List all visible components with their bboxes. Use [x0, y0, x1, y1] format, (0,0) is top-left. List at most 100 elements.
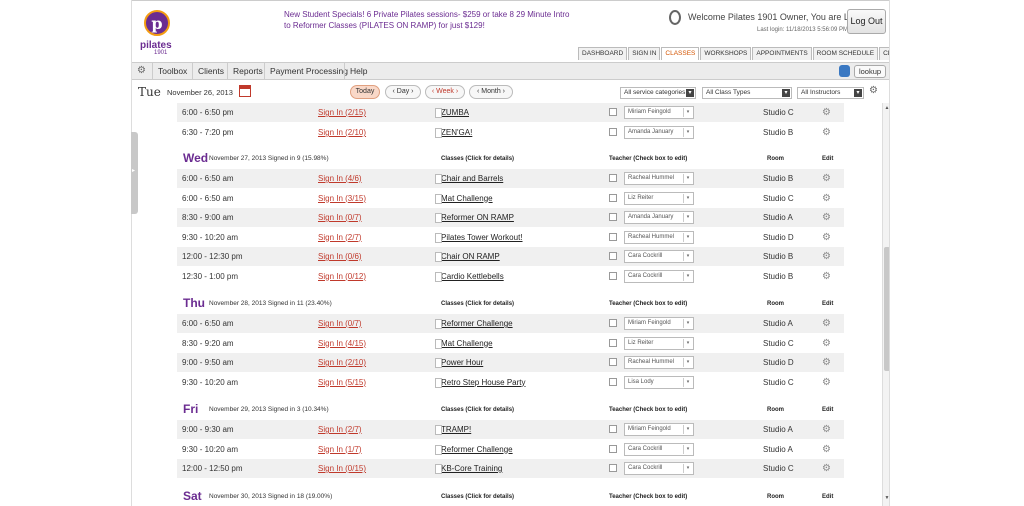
logout-button[interactable]: Log Out [847, 9, 886, 34]
scrollbar[interactable]: ▲ ▼ [882, 103, 890, 506]
gear-icon[interactable]: ⚙ [822, 443, 831, 455]
teacher-select[interactable]: Miriam Feingold ▾ [624, 423, 694, 436]
class-name-link[interactable]: KB-Core Training [434, 459, 502, 478]
gear-icon[interactable]: ⚙ [822, 231, 831, 243]
gear-icon[interactable]: ⚙ [137, 65, 146, 76]
teacher-edit-checkbox[interactable] [609, 252, 617, 260]
teacher-edit-checkbox[interactable] [609, 174, 617, 182]
gear-icon[interactable]: ⚙ [822, 212, 831, 223]
teacher-select[interactable]: Cara Cockrill ▾ [624, 442, 694, 456]
teacher-edit-checkbox[interactable] [609, 128, 617, 136]
teacher-edit-checkbox[interactable] [609, 193, 617, 202]
teacher-select[interactable]: Liz Reiter ▾ [624, 191, 694, 205]
teacher-select[interactable]: Miriam Feingold ▾ [624, 317, 694, 330]
gear-icon[interactable]: ⚙ [822, 192, 831, 204]
week-view-button[interactable]: ‹ Week › [425, 85, 465, 99]
sign-in-link[interactable]: Sign In (0/7) [318, 319, 362, 328]
teacher-select[interactable]: Cara Cockrill ▾ [624, 269, 694, 283]
sign-in-link[interactable]: Sign In (4/6) [318, 174, 362, 183]
teacher-edit-checkbox[interactable] [609, 444, 617, 453]
class-name-link[interactable]: Mat Challenge [435, 189, 493, 208]
teacher-select[interactable]: Racheal Hummel ▾ [624, 172, 694, 185]
class-name-link[interactable]: ZUMBA [435, 103, 469, 122]
teacher-select[interactable]: Lisa Lody ▾ [624, 375, 694, 389]
sign-in-link[interactable]: Sign In (2/10) [318, 128, 367, 137]
class-name-link[interactable]: Mat Challenge [435, 334, 493, 353]
teacher-select[interactable]: Liz Reiter ▾ [624, 336, 694, 350]
teacher-select[interactable]: Cara Cockrill ▾ [624, 462, 694, 475]
gear-icon[interactable]: ⚙ [822, 357, 831, 368]
gear-icon[interactable]: ⚙ [822, 337, 831, 349]
gear-icon[interactable]: ⚙ [822, 318, 831, 329]
teacher-edit-checkbox[interactable] [609, 464, 617, 472]
gear-icon[interactable]: ⚙ [869, 85, 878, 96]
print-icon[interactable] [839, 65, 850, 77]
teacher-edit-checkbox[interactable] [609, 319, 617, 327]
sign-in-link[interactable]: Sign In (1/7) [318, 444, 362, 454]
today-button[interactable]: Today [350, 85, 380, 99]
class-name-link[interactable]: Reformer Challenge [435, 440, 513, 459]
day-view-button[interactable]: ‹ Day › [385, 85, 421, 99]
class-name-link[interactable]: TRAMP! [434, 420, 471, 439]
sidebar-toggle[interactable]: ▸ [131, 132, 138, 214]
instructor-filter[interactable]: All Instructors ▾ [797, 87, 864, 99]
class-name-link[interactable]: Retro Step House Party [434, 373, 525, 392]
class-name-link[interactable]: ZEN'GA! [434, 123, 472, 142]
sign-in-link[interactable]: Sign In (5/15) [318, 377, 367, 387]
class-name-link[interactable]: Cardio Kettlebells [435, 267, 504, 286]
tab-classes[interactable]: CLASSES [661, 47, 700, 60]
scroll-up-icon[interactable]: ▲ [884, 105, 890, 111]
category-filter[interactable]: All service categories ▾ [620, 87, 696, 99]
teacher-select[interactable]: Amanda January ▾ [624, 211, 694, 224]
sign-in-link[interactable]: Sign In (2/7) [318, 232, 362, 242]
sign-in-link[interactable]: Sign In (4/15) [318, 338, 367, 348]
sign-in-link[interactable]: Sign In (0/15) [318, 464, 367, 473]
teacher-edit-checkbox[interactable] [609, 358, 617, 366]
gear-icon[interactable]: ⚙ [822, 173, 831, 184]
logo[interactable]: p pilates 1901 [138, 10, 178, 58]
gear-icon[interactable]: ⚙ [822, 251, 831, 262]
gear-icon[interactable]: ⚙ [822, 424, 831, 435]
tab-sign-in[interactable]: SIGN IN [628, 47, 661, 60]
sign-in-link[interactable]: Sign In (2/15) [318, 108, 367, 117]
class-name-link[interactable]: Power Hour [434, 353, 483, 372]
sign-in-link[interactable]: Sign In (0/6) [318, 252, 362, 261]
scroll-thumb[interactable] [884, 247, 889, 371]
toolbar-item-payment-processing[interactable]: Payment Processing [264, 63, 353, 79]
gear-icon[interactable]: ⚙ [822, 376, 831, 388]
tab-appointments[interactable]: APPOINTMENTS [752, 47, 812, 60]
class-name-link[interactable]: Chair and Barrels [434, 169, 503, 188]
class-name-link[interactable]: Pilates Tower Workout! [435, 228, 523, 247]
month-view-button[interactable]: ‹ Month › [469, 85, 513, 99]
teacher-edit-checkbox[interactable] [609, 271, 617, 280]
tab-workshops[interactable]: WORKSHOPS [700, 47, 752, 60]
toolbar-item-toolbox[interactable]: Toolbox [152, 63, 192, 79]
tab-room-schedule[interactable]: ROOM SCHEDULE [812, 47, 879, 60]
teacher-select[interactable]: Cara Cockrill ▾ [624, 250, 694, 263]
teacher-edit-checkbox[interactable] [609, 338, 617, 347]
teacher-select[interactable]: Amanda January ▾ [624, 126, 694, 139]
gear-icon[interactable]: ⚙ [822, 107, 831, 118]
lookup-button[interactable]: lookup [854, 65, 886, 78]
class-name-link[interactable]: Reformer Challenge [435, 314, 513, 333]
toolbar-item-clients[interactable]: Clients [192, 63, 229, 79]
promo-banner[interactable]: New Student Specials! 6 Private Pilates … [284, 10, 570, 30]
tab-dashboard[interactable]: DASHBOARD [578, 47, 628, 60]
teacher-edit-checkbox[interactable] [609, 425, 617, 433]
teacher-edit-checkbox[interactable] [609, 232, 617, 241]
class-type-filter[interactable]: All Class Types ▾ [702, 87, 792, 99]
teacher-select[interactable]: Racheal Hummel ▾ [624, 356, 694, 369]
tab-clients[interactable]: CLIENTS [879, 47, 889, 60]
sign-in-link[interactable]: Sign In (0/12) [318, 271, 367, 281]
sign-in-link[interactable]: Sign In (2/10) [318, 358, 367, 367]
calendar-icon[interactable] [239, 85, 251, 97]
gear-icon[interactable]: ⚙ [822, 127, 831, 138]
sign-in-link[interactable]: Sign In (3/15) [318, 193, 367, 203]
teacher-edit-checkbox[interactable] [609, 108, 617, 116]
class-name-link[interactable]: Reformer ON RAMP [435, 208, 514, 227]
toolbar-item-reports[interactable]: Reports [227, 63, 268, 79]
class-name-link[interactable]: Chair ON RAMP [435, 247, 500, 266]
sign-in-link[interactable]: Sign In (0/7) [318, 213, 362, 222]
teacher-edit-checkbox[interactable] [609, 213, 617, 221]
teacher-edit-checkbox[interactable] [609, 377, 617, 386]
